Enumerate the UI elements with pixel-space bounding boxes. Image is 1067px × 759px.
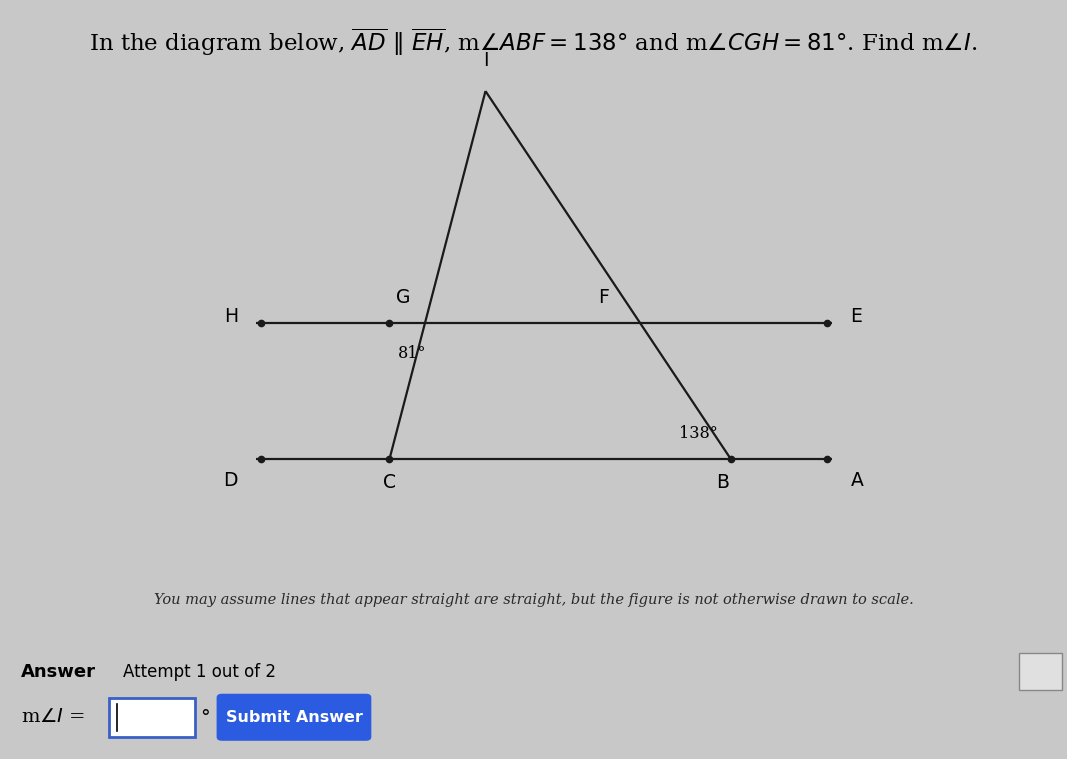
Text: 81°: 81°	[398, 345, 427, 362]
Text: m$\angle I$ =: m$\angle I$ =	[21, 708, 85, 726]
FancyBboxPatch shape	[217, 694, 371, 741]
Text: In the diagram below, $\overline{AD}\ \|\ \overline{EH}$, m$\angle ABF = 138°$ a: In the diagram below, $\overline{AD}\ \|…	[90, 26, 977, 58]
Text: Answer: Answer	[21, 663, 96, 681]
Text: I: I	[482, 51, 489, 70]
Text: Attempt 1 out of 2: Attempt 1 out of 2	[123, 663, 275, 681]
FancyBboxPatch shape	[109, 698, 195, 736]
Text: A: A	[850, 471, 863, 490]
Text: B: B	[716, 473, 729, 492]
Text: D: D	[223, 471, 238, 490]
Text: You may assume lines that appear straight are straight, but the figure is not ot: You may assume lines that appear straigh…	[154, 593, 913, 606]
Text: °: °	[201, 707, 210, 727]
Text: 138°: 138°	[680, 426, 718, 442]
Text: H: H	[224, 307, 238, 326]
Text: G: G	[396, 288, 411, 307]
Text: C: C	[383, 473, 396, 492]
Text: Submit Answer: Submit Answer	[225, 710, 363, 725]
Text: E: E	[850, 307, 862, 326]
FancyBboxPatch shape	[1019, 653, 1062, 690]
Text: F: F	[599, 288, 609, 307]
